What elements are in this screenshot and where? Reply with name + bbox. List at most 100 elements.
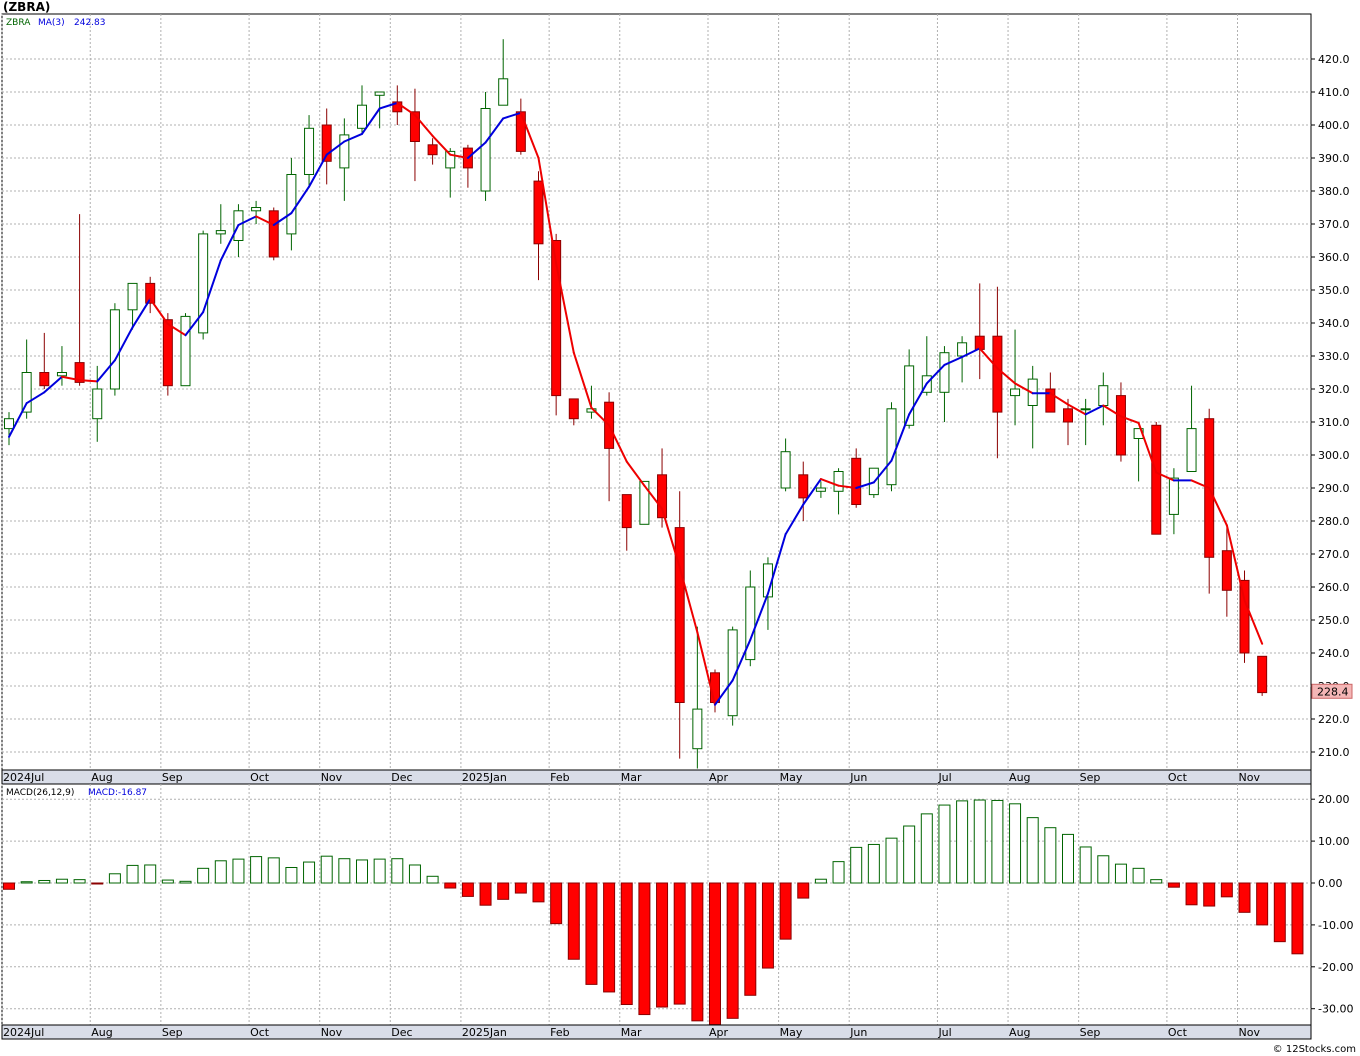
macd-bar — [338, 858, 351, 884]
price-y-tick-label: 420.0 — [1318, 53, 1350, 66]
price-y-tick-label: 330.0 — [1318, 350, 1350, 363]
macd-x-tick-label: 2024Jul — [3, 1026, 44, 1039]
macd-x-tick-label: Aug — [1009, 1026, 1030, 1039]
candle — [127, 282, 138, 330]
candle — [1257, 655, 1268, 696]
candle-body — [657, 474, 668, 519]
price-x-tick-label: Dec — [391, 771, 412, 784]
ma-segment — [113, 326, 134, 362]
price-x-tick-label: Oct — [1168, 771, 1188, 784]
price-x-tick-label: 2024Jul — [3, 771, 44, 784]
candle — [498, 39, 509, 106]
ma-segment — [1155, 471, 1175, 482]
macd-x-tick-label: Dec — [391, 1026, 412, 1039]
candle — [74, 214, 85, 386]
macd-x-axis-band — [1, 1024, 1312, 1040]
candle — [268, 207, 279, 261]
macd-bar — [1238, 882, 1251, 913]
ma-segment — [625, 460, 646, 487]
ma-segment — [872, 459, 893, 484]
candle-body — [515, 111, 526, 152]
ma-segment — [343, 132, 363, 143]
macd-bar — [691, 882, 704, 1022]
candle — [286, 158, 297, 251]
ma-segment — [255, 215, 275, 226]
price-y-tick-label: 360.0 — [1318, 251, 1350, 264]
candle — [1221, 527, 1232, 617]
macd-bar — [408, 864, 421, 884]
ma-segment — [1137, 421, 1158, 474]
price-y-tick-label: 400.0 — [1318, 119, 1350, 132]
macd-bar — [373, 858, 386, 884]
candle-body — [286, 174, 297, 235]
macd-x-tick-label: Jul — [937, 1026, 951, 1039]
macd-bar — [179, 880, 192, 884]
macd-y-tick-label: -20.00 — [1318, 961, 1353, 974]
macd-bar — [1044, 827, 1057, 884]
ma-segment — [590, 406, 611, 427]
macd-bar — [285, 866, 298, 884]
candle-body — [4, 418, 14, 430]
price-y-tick-label: 260.0 — [1318, 581, 1350, 594]
candle — [745, 570, 756, 667]
macd-x-tick-label: Aug — [91, 1026, 112, 1039]
candle-body — [1257, 655, 1268, 694]
price-panel: 210.0220.0230.0240.0250.0260.0270.0280.0… — [1, 13, 1353, 785]
price-x-axis-band — [1, 769, 1312, 785]
ma-segment — [696, 631, 716, 706]
macd-bar — [444, 882, 457, 889]
candle — [357, 85, 367, 135]
candle — [939, 346, 950, 422]
last-price-label: 228.4 — [1317, 685, 1349, 698]
candle-body — [886, 408, 897, 486]
candle — [198, 230, 209, 340]
price-x-tick-label: Nov — [321, 771, 343, 784]
candle — [833, 468, 844, 515]
ma-segment — [908, 382, 928, 416]
ma-segment — [484, 117, 505, 144]
macd-bar — [620, 882, 633, 1006]
ma-segment — [149, 297, 169, 325]
price-x-tick-label: Jul — [937, 771, 951, 784]
ma-segment — [837, 484, 858, 489]
candle — [92, 365, 103, 442]
macd-bar — [1273, 882, 1286, 943]
macd-bar — [1150, 879, 1163, 884]
ma-segment — [131, 297, 152, 329]
macd-bar — [3, 882, 15, 890]
candle — [851, 448, 862, 508]
candle — [427, 138, 438, 165]
price-x-tick-label: Aug — [1009, 771, 1030, 784]
ma-segment — [802, 478, 822, 506]
candle-body — [568, 398, 579, 420]
macd-bar — [1062, 833, 1074, 884]
ma-segment — [1208, 487, 1228, 527]
candle — [798, 461, 809, 521]
ma-segment — [396, 101, 416, 117]
macd-bar — [1114, 863, 1127, 884]
candle — [145, 276, 156, 314]
price-y-tick-label: 290.0 — [1318, 482, 1350, 495]
candle — [1186, 385, 1197, 473]
candle-body — [374, 91, 385, 96]
ma-segment — [184, 311, 205, 337]
macd-bar — [267, 857, 280, 884]
candle-body — [639, 480, 650, 525]
macd-x-tick-label: May — [780, 1026, 803, 1039]
macd-bar — [497, 882, 510, 900]
macd-bar — [250, 856, 263, 884]
candle — [815, 481, 826, 498]
macd-bar — [91, 882, 104, 885]
candle — [304, 115, 315, 188]
candle-body — [180, 315, 191, 387]
ma-segment — [166, 322, 187, 337]
candle — [621, 494, 632, 551]
price-y-tick-label: 390.0 — [1318, 152, 1350, 165]
macd-panel: 20.00 10.00 0.00 -10.00 -20.00 -30.00 2024Jul… — [1, 783, 1353, 1040]
ma-segment — [961, 347, 981, 358]
ma-segment — [78, 379, 99, 383]
ma-segment — [8, 402, 28, 438]
candle-body — [427, 144, 438, 156]
last-price-marker: 228.4 — [1311, 683, 1353, 699]
macd-y-tick-label: 10.00 — [1318, 835, 1350, 848]
